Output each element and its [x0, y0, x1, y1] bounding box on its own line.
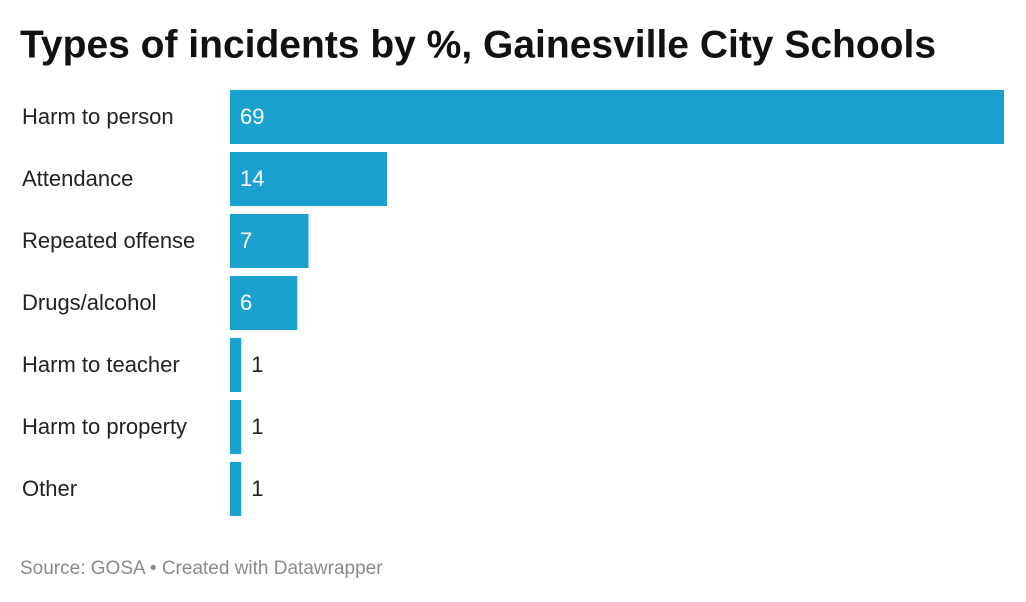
- category-label: Drugs/alcohol: [22, 290, 157, 315]
- bar: [230, 214, 309, 268]
- value-label: 1: [251, 476, 263, 501]
- value-label: 14: [240, 166, 264, 191]
- bar: [230, 400, 242, 454]
- bar: [230, 338, 242, 392]
- footer: Source: GOSA • Created with Datawrapper: [20, 558, 383, 579]
- category-label: Harm to property: [22, 414, 187, 439]
- value-label: 6: [240, 290, 252, 315]
- chart-title: Types of incidents by %, Gainesville Cit…: [20, 23, 936, 66]
- category-label: Harm to person: [22, 104, 174, 129]
- category-label: Harm to teacher: [22, 352, 180, 377]
- value-label: 1: [251, 414, 263, 439]
- bar: [230, 276, 298, 330]
- bar: [230, 462, 242, 516]
- value-label: 69: [240, 104, 264, 129]
- bar: [230, 90, 1004, 144]
- bar: [230, 152, 388, 206]
- category-label: Other: [22, 476, 77, 501]
- category-label: Repeated offense: [22, 228, 195, 253]
- value-label: 1: [251, 352, 263, 377]
- category-label: Attendance: [22, 166, 133, 191]
- value-label: 7: [240, 228, 252, 253]
